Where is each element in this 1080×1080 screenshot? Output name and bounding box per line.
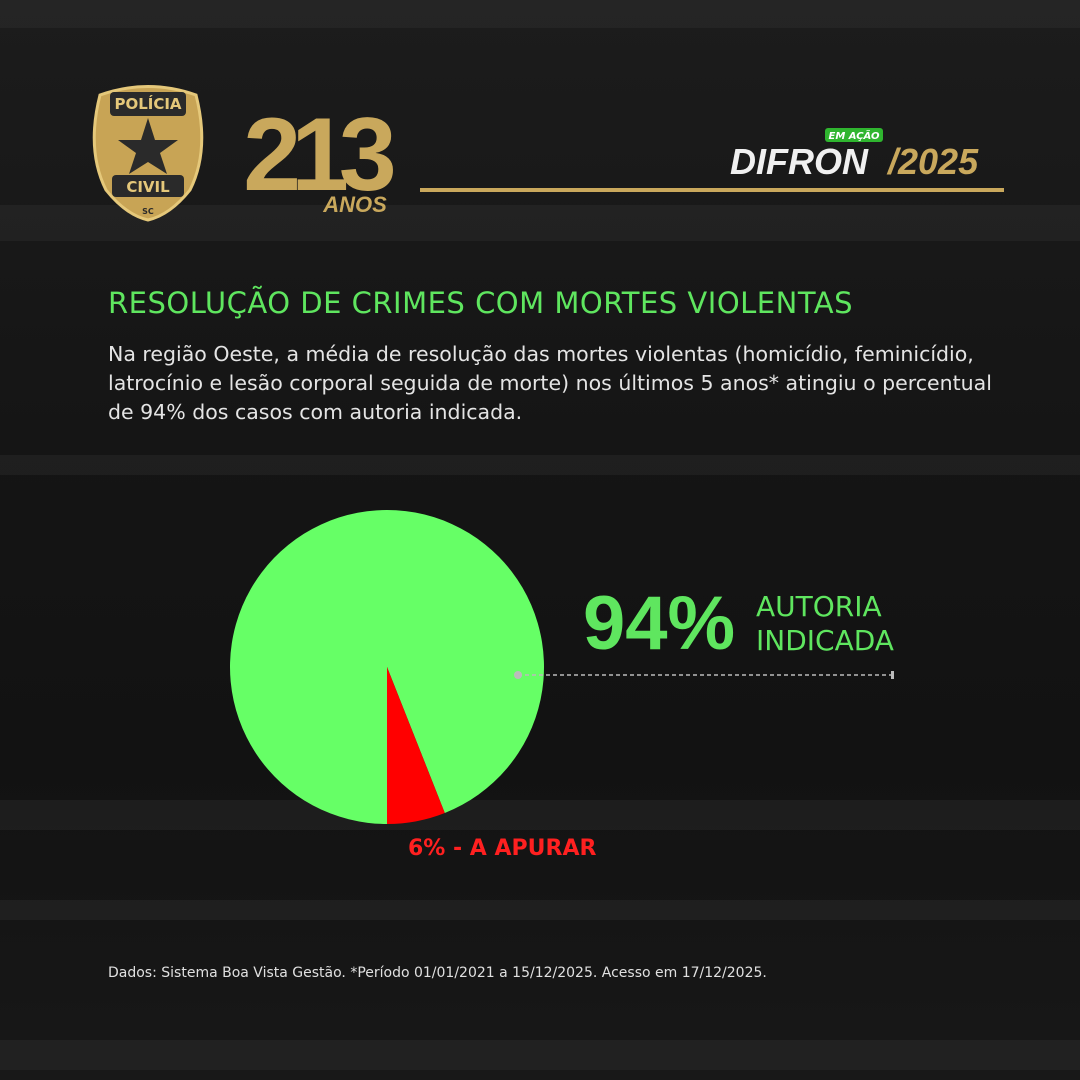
badge-band [112, 175, 184, 197]
brand-year: /2025 [886, 141, 979, 182]
badge-band [110, 92, 186, 116]
pie-slice [387, 667, 445, 824]
anniversary-number: 213 [243, 97, 394, 213]
chart-title: RESOLUÇÃO DE CRIMES COM MORTES VIOLENTAS [108, 286, 854, 320]
header-rule [420, 188, 1004, 192]
brand-tag-bg [825, 128, 883, 142]
leader-end [891, 671, 894, 679]
badge-top: POLÍCIA [114, 94, 181, 113]
value-label: 94% [583, 581, 736, 666]
chart-subtitle: Na região Oeste, a média de resolução da… [108, 342, 992, 424]
pie-slice [229, 510, 544, 824]
leader-dot [514, 671, 522, 679]
badge-star [118, 118, 178, 174]
brand-tag: EM AÇÃO [829, 129, 880, 142]
anniversary-label: ANOS [322, 192, 387, 217]
badge-bottom: CIVIL [126, 178, 170, 196]
footnote: Dados: Sistema Boa Vista Gestão. *Períod… [108, 965, 767, 981]
brand-name: DIFRON [730, 141, 869, 182]
badge: POLÍCIA CIVIL SC [92, 85, 204, 222]
value-label: 6% - A APURAR [408, 836, 597, 861]
category-label: AUTORIA INDICADA [756, 590, 894, 657]
badge-state: SC [142, 207, 154, 216]
